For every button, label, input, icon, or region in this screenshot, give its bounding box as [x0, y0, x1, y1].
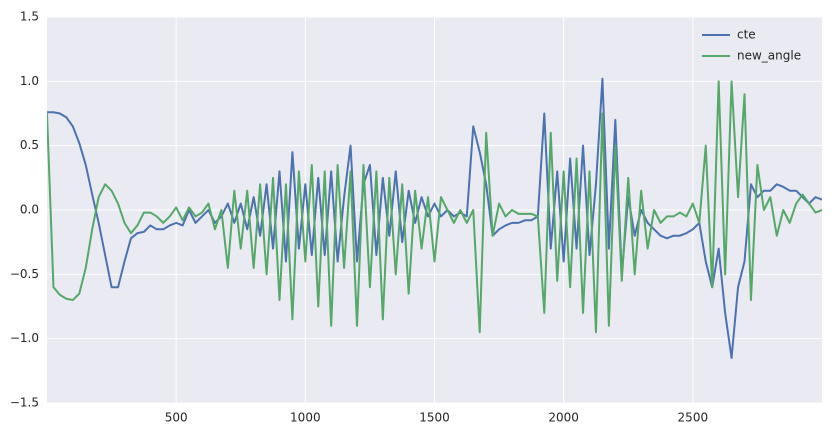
x-tick-label: 500: [165, 411, 188, 425]
legend-label: cte: [737, 28, 756, 42]
x-tick-label: 1500: [419, 411, 450, 425]
x-tick-label: 1000: [290, 411, 321, 425]
y-tick-label: 1.5: [20, 10, 39, 24]
x-tick-label: 2000: [548, 411, 579, 425]
x-tick-label: 2500: [678, 411, 709, 425]
y-tick-label: 0.0: [20, 203, 39, 217]
legend-label: new_angle: [737, 49, 801, 63]
y-tick-label: −1.0: [10, 331, 39, 345]
y-tick-label: −1.5: [10, 396, 39, 410]
series-line: [47, 80, 822, 334]
y-tick-label: −0.5: [10, 267, 39, 281]
series-line: [47, 77, 822, 359]
y-tick-label: 0.5: [20, 138, 39, 152]
y-tick-label: 1.0: [20, 74, 39, 88]
